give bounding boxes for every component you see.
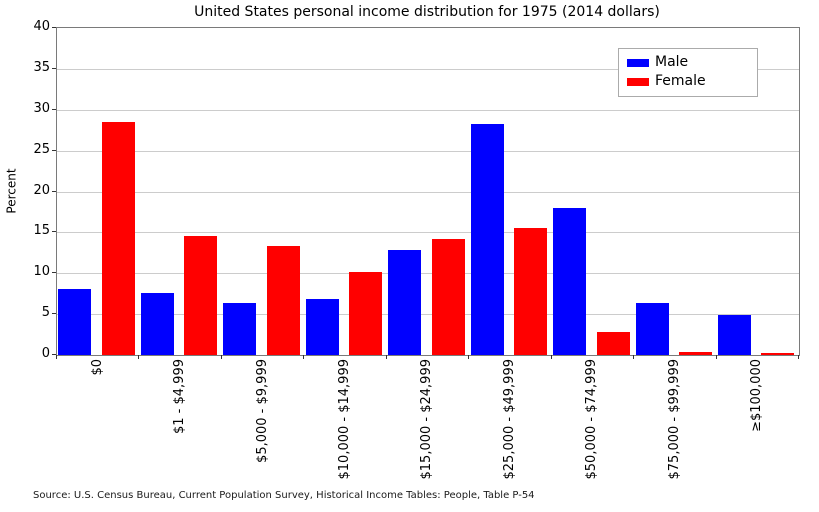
- x-tick-label: $1 - $4,999: [172, 359, 188, 434]
- x-tick-label: $75,000 - $99,999: [666, 359, 682, 480]
- bar-female: [349, 272, 383, 355]
- y-tick-label: 5: [41, 305, 50, 321]
- y-tick-label: 25: [33, 141, 50, 157]
- x-tick-label: $50,000 - $74,999: [584, 359, 600, 480]
- bar-male: [553, 208, 587, 355]
- x-tick-mark: [220, 355, 222, 359]
- bar-female: [101, 122, 135, 355]
- bar-male: [470, 124, 504, 355]
- bar-male: [223, 303, 257, 355]
- bar-male: [635, 303, 669, 355]
- x-tick-mark: [385, 355, 387, 359]
- x-tick-mark: [138, 355, 140, 359]
- y-tick-mark: [52, 67, 56, 69]
- x-tick-mark: [303, 355, 305, 359]
- bar-male: [718, 315, 751, 355]
- gridline: [57, 273, 799, 275]
- y-tick-label: 20: [33, 182, 50, 198]
- y-tick-mark: [52, 149, 56, 151]
- x-tick-label: $0: [89, 359, 105, 376]
- x-tick-label: $25,000 - $49,999: [501, 359, 517, 480]
- bar-female: [266, 246, 300, 355]
- x-tick-label: $10,000 - $14,999: [337, 359, 353, 480]
- bar-female: [679, 352, 712, 355]
- bar-female: [761, 353, 795, 355]
- legend-item-female: Female: [619, 72, 757, 91]
- bar-female: [431, 239, 465, 355]
- x-tick-label: $15,000 - $24,999: [419, 359, 435, 480]
- chart-title: United States personal income distributi…: [194, 4, 660, 20]
- x-tick-mark: [550, 355, 552, 359]
- x-tick-mark: [56, 355, 57, 359]
- female-color-swatch-icon: [627, 77, 649, 86]
- gridline: [57, 314, 799, 316]
- gridline: [57, 232, 799, 234]
- y-tick-mark: [52, 27, 56, 28]
- gridline: [57, 109, 799, 111]
- bar-male: [388, 250, 422, 355]
- legend-label-male: Male: [655, 54, 689, 70]
- source-note: Source: U.S. Census Bureau, Current Popu…: [33, 490, 535, 501]
- y-tick-label: 40: [33, 19, 50, 34]
- y-tick-label: 0: [41, 346, 50, 361]
- x-tick-mark: [468, 355, 470, 359]
- x-tick-mark: [715, 355, 717, 359]
- gridline: [57, 191, 799, 193]
- y-tick-label: 35: [33, 59, 50, 75]
- bar-female: [514, 228, 548, 355]
- y-tick-mark: [52, 190, 56, 192]
- x-tick-label: $5,000 - $9,999: [254, 359, 270, 463]
- legend: Male Female: [618, 48, 758, 97]
- y-tick-mark: [52, 231, 56, 233]
- y-tick-label: 10: [33, 264, 50, 280]
- bar-male: [305, 299, 339, 355]
- y-tick-mark: [52, 313, 56, 315]
- legend-label-female: Female: [655, 73, 706, 89]
- legend-item-male: Male: [619, 53, 757, 72]
- male-color-swatch-icon: [627, 58, 649, 67]
- gridline: [57, 68, 799, 70]
- y-tick-mark: [52, 108, 56, 110]
- y-tick-mark: [52, 354, 56, 355]
- x-tick-mark: [798, 355, 799, 359]
- bar-male: [140, 293, 174, 355]
- x-tick-mark: [633, 355, 635, 359]
- bar-male: [58, 289, 92, 355]
- gridline: [57, 150, 799, 152]
- bar-female: [596, 332, 630, 355]
- x-tick-label: ≥$100,000: [749, 359, 765, 432]
- bar-female: [184, 236, 218, 355]
- y-tick-mark: [52, 272, 56, 274]
- y-tick-label: 30: [33, 100, 50, 116]
- y-tick-label: 15: [33, 223, 50, 239]
